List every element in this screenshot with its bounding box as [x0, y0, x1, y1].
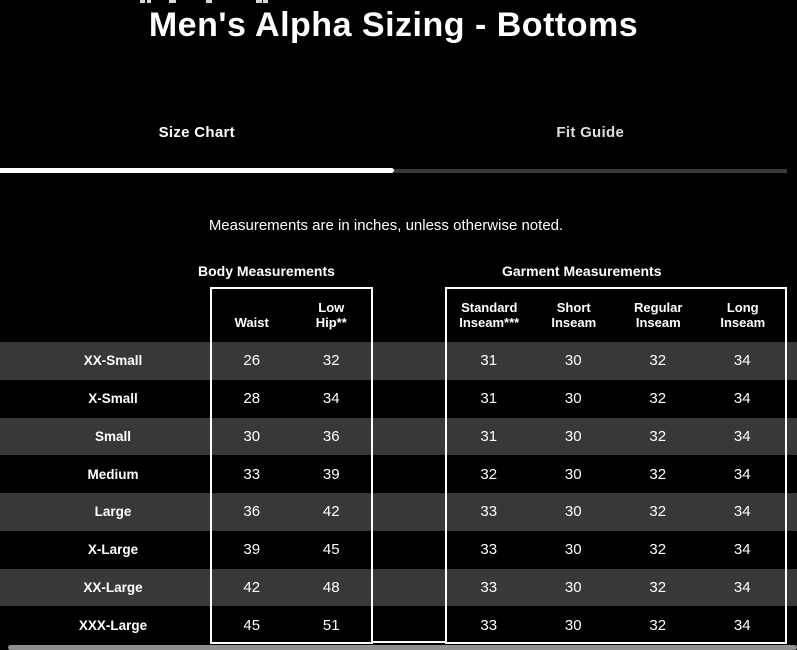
clipped-text-fragment: [256, 0, 262, 3]
garment-measurement-value: 34: [733, 541, 751, 559]
garment-measurement-value: 30: [564, 616, 582, 634]
garment-measurement-value: 34: [733, 352, 751, 370]
garment-measurements-label: Garment Measurements: [502, 263, 662, 279]
size-label: XX-Small: [83, 353, 143, 369]
table-row: Small 30 36 31 30 32 34: [0, 417, 797, 456]
garment-measurement-value: 32: [649, 578, 667, 596]
body-measurement-value: 45: [243, 616, 261, 634]
garment-measurement-value: 30: [564, 578, 582, 596]
column-header: Waist: [212, 289, 292, 340]
column-header: Long Inseam: [701, 289, 786, 340]
garment-measurement-value: 33: [480, 503, 498, 521]
body-measurement-value: 42: [322, 503, 340, 521]
garment-measurement-value: 32: [649, 503, 667, 521]
tab-bar: Size Chart Fit Guide: [0, 124, 787, 141]
size-label: X-Large: [87, 542, 139, 558]
garment-measurement-value: 34: [733, 427, 751, 445]
body-measurement-value: 36: [243, 503, 261, 521]
table-row: XX-Small 26 32 31 30 32 34: [0, 342, 797, 380]
table-row: X-Small 28 34 31 30 32 34: [0, 380, 797, 418]
body-measurement-value: 26: [243, 352, 261, 370]
column-header-label: Low Hip**: [315, 299, 347, 331]
body-measurement-value: 42: [243, 578, 261, 596]
body-measurement-value: 34: [322, 390, 340, 408]
garment-measurement-value: 33: [480, 578, 498, 596]
garment-measurement-value: 34: [733, 578, 751, 596]
body-header-row: Waist Low Hip**: [212, 289, 371, 340]
body-measurement-value: 45: [322, 541, 340, 559]
body-measurement-value: 39: [322, 465, 340, 483]
garment-header-row: Standard Inseam*** Short Inseam Regular In…: [447, 289, 785, 340]
body-measurement-value: 28: [243, 390, 261, 408]
tab-size-chart[interactable]: Size Chart: [158, 124, 235, 141]
column-header-label: Regular Inseam: [634, 299, 683, 331]
size-label: Large: [94, 504, 132, 520]
size-table: XX-Small 26 32 31 30 32 34 X-Small 28 34 31 30 32 34 S…: [0, 342, 797, 644]
garment-measurement-value: 33: [480, 541, 498, 559]
column-header-label: Short Inseam: [551, 299, 597, 331]
clipped-text-fragment: [140, 0, 145, 3]
table-row: XXX-Large 45 51 33 30 32 34: [0, 606, 797, 644]
table-row: X-Large 39 45 33 30 32 34: [0, 531, 797, 569]
horizontal-scrollbar-thumb[interactable]: [8, 645, 797, 650]
garment-measurement-value: 32: [649, 427, 667, 445]
body-measurement-value: 30: [243, 427, 261, 445]
clipped-text-fragment: [169, 0, 176, 3]
table-row: Medium 33 39 32 30 32 34: [0, 455, 797, 493]
column-header: Low Hip**: [292, 289, 372, 340]
garment-measurement-value: 31: [480, 352, 498, 370]
body-measurement-value: 51: [322, 616, 340, 634]
garment-measurement-value: 30: [564, 427, 582, 445]
tab-fit-guide[interactable]: Fit Guide: [556, 124, 625, 141]
size-label: Small: [94, 428, 132, 444]
garment-measurement-value: 30: [564, 352, 582, 370]
clipped-text-fragment: [206, 0, 212, 3]
garment-measurement-value: 34: [733, 390, 751, 408]
table-row: XX-Large 42 48 33 30 32 34: [0, 568, 797, 607]
garment-measurement-value: 34: [733, 465, 751, 483]
size-label: X-Small: [88, 391, 138, 407]
garment-measurement-value: 32: [649, 541, 667, 559]
garment-measurement-value: 32: [649, 352, 667, 370]
column-header: Short Inseam: [532, 289, 617, 340]
body-measurement-value: 33: [243, 465, 261, 483]
garment-measurement-value: 30: [564, 465, 582, 483]
column-header-label: Long Inseam: [720, 299, 766, 331]
body-measurement-value: 36: [322, 427, 340, 445]
column-header-label: Waist: [234, 315, 269, 331]
garment-measurement-value: 34: [733, 503, 751, 521]
table-bottom-border: [371, 641, 447, 643]
garment-measurement-value: 30: [564, 503, 582, 521]
garment-measurement-value: 31: [480, 427, 498, 445]
page-title: Men's Alpha Sizing - Bottoms: [148, 6, 639, 44]
body-measurements-label: Body Measurements: [198, 263, 335, 279]
column-header: Standard Inseam***: [447, 289, 532, 340]
active-tab-indicator: [0, 168, 394, 173]
size-label: Medium: [87, 466, 139, 482]
garment-measurement-value: 33: [480, 616, 498, 634]
garment-measurement-value: 32: [649, 390, 667, 408]
clipped-text-fragment: [263, 0, 268, 3]
garment-measurement-value: 31: [480, 390, 498, 408]
garment-measurement-value: 30: [564, 390, 582, 408]
garment-measurement-value: 30: [564, 541, 582, 559]
units-note: Measurements are in inches, unless other…: [208, 217, 564, 234]
body-measurement-value: 48: [322, 578, 340, 596]
column-header-label: Standard Inseam***: [459, 299, 520, 331]
tab-underline: [0, 168, 787, 173]
column-header: Regular Inseam: [616, 289, 701, 340]
size-label: XX-Large: [83, 579, 143, 595]
body-measurement-value: 39: [243, 541, 261, 559]
size-label: XXX-Large: [78, 617, 148, 633]
garment-measurement-value: 32: [649, 465, 667, 483]
garment-measurement-value: 34: [733, 616, 751, 634]
inactive-tab-indicator: [394, 168, 787, 173]
garment-measurement-value: 32: [649, 616, 667, 634]
table-row: Large 36 42 33 30 32 34: [0, 493, 797, 531]
garment-measurement-value: 32: [480, 465, 498, 483]
clipped-text-fragment: [147, 0, 151, 3]
body-measurement-value: 32: [322, 352, 340, 370]
